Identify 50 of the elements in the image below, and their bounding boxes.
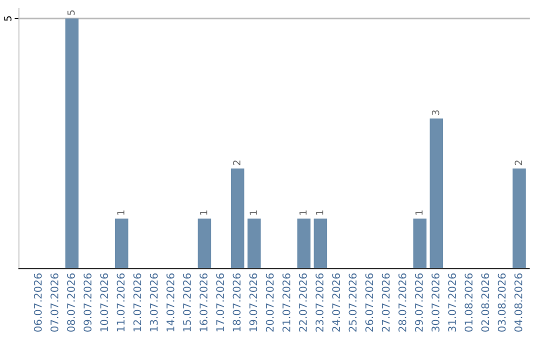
x-tick-label: 07.07.2026 <box>50 273 58 332</box>
data-label: 3 <box>432 110 440 116</box>
x-tick-label: 27.07.2026 <box>382 273 390 332</box>
bar <box>248 218 261 269</box>
x-tick-label: 26.07.2026 <box>365 273 374 332</box>
bar <box>230 168 244 269</box>
x-tick-label: 08.07.2026 <box>67 273 75 332</box>
x-tick-label: 14.07.2026 <box>166 273 174 332</box>
bar <box>198 218 212 269</box>
x-tick-label: 09.07.2026 <box>84 273 92 332</box>
x-tick-label: 12.07.2026 <box>133 273 142 332</box>
x-tick-label: 03.08.2026 <box>498 273 506 332</box>
x-tick-label: 20.07.2026 <box>266 273 274 332</box>
data-label: 1 <box>299 210 307 215</box>
bar <box>297 218 310 269</box>
data-label: 1 <box>117 210 124 215</box>
data-label: 1 <box>415 210 423 215</box>
x-tick-label: 11.07.2026 <box>116 273 125 332</box>
x-tick-label: 21.07.2026 <box>282 273 290 332</box>
x-tick-label: 18.07.2026 <box>232 273 241 332</box>
data-label: 1 <box>200 210 208 215</box>
x-tick-label: 13.07.2026 <box>150 273 158 332</box>
x-tick-label: 02.08.2026 <box>481 273 490 332</box>
x-tick-label: 04.08.2026 <box>514 273 522 332</box>
x-tick-label: 25.07.2026 <box>348 273 357 332</box>
x-tick-label: 19.07.2026 <box>249 273 258 332</box>
x-tick-label: 31.07.2026 <box>448 273 456 332</box>
x-tick-label: 28.07.2026 <box>398 273 406 332</box>
data-label: 5 <box>68 10 75 15</box>
bar <box>430 118 444 269</box>
x-tick-label: 24.07.2026 <box>332 273 340 332</box>
x-tick-label: 10.07.2026 <box>100 273 108 332</box>
bar <box>114 218 128 269</box>
x-tick-label: 23.07.2026 <box>316 273 324 332</box>
x-tick-label: 16.07.2026 <box>200 273 208 332</box>
bar <box>512 168 526 269</box>
x-tick-label: 30.07.2026 <box>432 273 440 332</box>
x-tick-label: 17.07.2026 <box>216 273 224 332</box>
bar <box>413 218 426 269</box>
bar <box>65 18 79 269</box>
data-label: 1 <box>316 210 324 215</box>
bar <box>314 218 328 269</box>
x-tick-label: 06.07.2026 <box>34 273 42 332</box>
data-label: 2 <box>233 160 240 166</box>
x-tick-label: 22.07.2026 <box>299 273 307 332</box>
x-tick-label: 29.07.2026 <box>414 273 423 332</box>
x-tick-label: 15.07.2026 <box>183 273 191 332</box>
data-label: 1 <box>250 210 257 215</box>
data-label: 2 <box>514 160 522 166</box>
x-tick-label: 01.08.2026 <box>464 273 473 332</box>
